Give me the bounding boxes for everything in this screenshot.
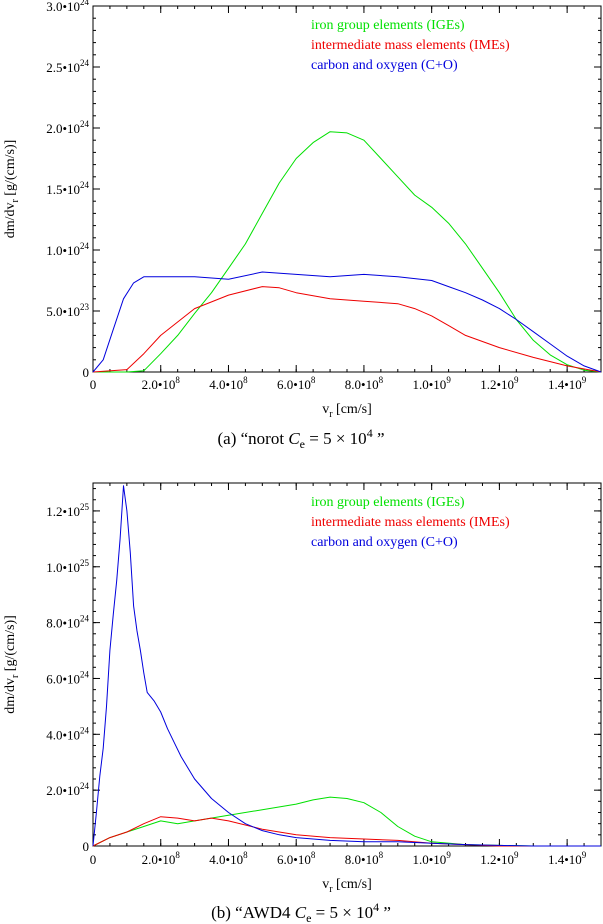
panel-a: 0 2.0•108 4.0•108 6.0•108 8.0•108 1.0•109 1.2•… xyxy=(3,0,602,451)
panel-a-x-tick-label: 6.0•108 xyxy=(277,375,316,392)
panel-b-x-axis-title: vr [cm/s] xyxy=(322,877,372,895)
panel-b-x-tick-label: 1.4•109 xyxy=(548,850,587,867)
panel-a-x-tick-label: 4.0•108 xyxy=(209,375,248,392)
panel-a-y-tick-label: 2.0•1024 xyxy=(46,119,89,136)
panel-b-x-tick-label: 8.0•108 xyxy=(345,850,384,867)
panel-a-y-tick-label: 2.5•1024 xyxy=(46,58,89,75)
panel-a-caption: (a) “norot Ce = 5 × 104 ” xyxy=(218,426,385,451)
panel-a-x-tick-label: 1.0•109 xyxy=(413,375,452,392)
panel-b-x-tick-label: 4.0•108 xyxy=(209,850,248,867)
panel-a-legend-entry-2: carbon and oxygen (C+O) xyxy=(311,58,458,73)
panel-a-x-tick-label: 2.0•108 xyxy=(142,375,181,392)
panel-b-y-tick-label: 0 xyxy=(83,839,90,854)
panel-a-series-line-2 xyxy=(92,271,602,373)
panel-b: 0 2.0•108 4.0•108 6.0•108 8.0•108 1.0•109 1.2•… xyxy=(3,482,602,924)
panel-b-series-line-1 xyxy=(92,816,601,847)
panel-a-x-tick-label: 0 xyxy=(90,377,97,392)
panel-a-y-tick-label: 5.0•1023 xyxy=(46,302,89,319)
panel-b-x-tick-label: 0 xyxy=(90,852,97,867)
panel-b-series-line-2 xyxy=(92,485,601,847)
panel-b-legend-entry-0: iron group elements (IGEs) xyxy=(311,495,465,510)
panel-a-y-axis-title: dm/dvr [g/(cm/s)] xyxy=(3,140,21,239)
panel-b-y-tick-label: 4.0•1024 xyxy=(46,725,89,742)
panel-b-x-tick-label: 2.0•108 xyxy=(142,850,181,867)
panel-b-y-tick-label: 1.0•1025 xyxy=(46,558,89,575)
panel-b-x-tick-label: 6.0•108 xyxy=(277,850,316,867)
panel-a-y-tick-label: 3.0•1024 xyxy=(46,0,89,14)
panel-a-legend-entry-1: intermediate mass elements (IMEs) xyxy=(311,38,510,53)
panel-a-series-line-0 xyxy=(93,131,602,373)
panel-b-x-tick-label: 1.2•109 xyxy=(480,850,519,867)
panel-a-y-tick-label: 1.5•1024 xyxy=(46,180,89,197)
panel-b-x-tick-label: 1.0•109 xyxy=(413,850,452,867)
panel-b-caption: (b) “AWD4 Ce = 5 × 104 ” xyxy=(211,900,391,924)
panel-b-legend-entry-2: carbon and oxygen (C+O) xyxy=(311,535,458,550)
panel-a-legend-entry-0: iron group elements (IGEs) xyxy=(311,18,465,33)
panel-b-y-tick-label: 2.0•1024 xyxy=(46,781,89,798)
panel-b-legend-entry-1: intermediate mass elements (IMEs) xyxy=(311,515,510,530)
panel-a-y-tick-label: 0 xyxy=(83,365,90,380)
panel-a-x-tick-label: 1.2•109 xyxy=(480,375,519,392)
panel-a-x-tick-label: 8.0•108 xyxy=(345,375,384,392)
panel-b-y-tick-label: 8.0•1024 xyxy=(46,614,89,631)
panel-b-y-tick-label: 1.2•1025 xyxy=(46,502,89,519)
panel-b-y-tick-label: 6.0•1024 xyxy=(46,669,89,686)
panel-a-series-line-1 xyxy=(92,286,602,373)
panel-a-y-tick-label: 1.0•1024 xyxy=(46,241,89,258)
panel-b-y-axis-title: dm/dvr [g/(cm/s)] xyxy=(3,615,21,714)
panel-a-x-axis-title: vr [cm/s] xyxy=(322,402,372,420)
panel-a-x-tick-label: 1.4•109 xyxy=(548,375,587,392)
